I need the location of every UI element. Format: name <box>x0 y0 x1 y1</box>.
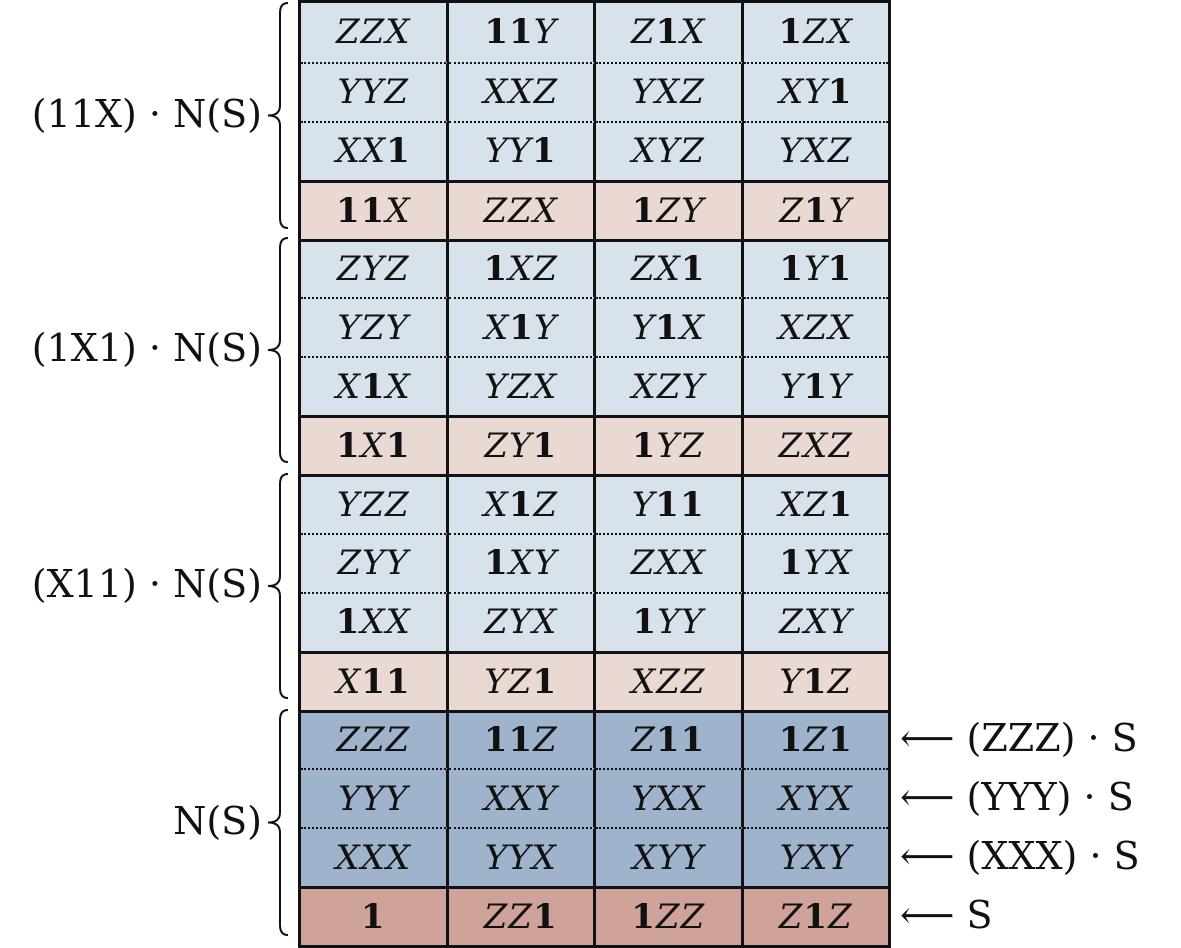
brace-icon <box>267 473 289 699</box>
brace-icon <box>267 709 289 936</box>
group-label: (X11) · N(S) <box>31 562 262 606</box>
group-label: N(S) <box>173 798 262 843</box>
group-label: (11X) · N(S) <box>31 91 262 136</box>
group-label: (1X1) · N(S) <box>31 326 262 370</box>
brace-icon <box>267 237 289 463</box>
coset-arrow-label: ⟵ (ZZZ) · S <box>900 716 1138 760</box>
table-cell: 1 <box>301 886 449 945</box>
brace-icon <box>267 2 289 229</box>
coset-arrow-label: ⟵ (XXX) · S <box>900 834 1140 878</box>
coset-arrow-label: ⟵ S <box>900 893 993 937</box>
coset-arrow-label: ⟵ (YYY) · S <box>900 775 1134 819</box>
